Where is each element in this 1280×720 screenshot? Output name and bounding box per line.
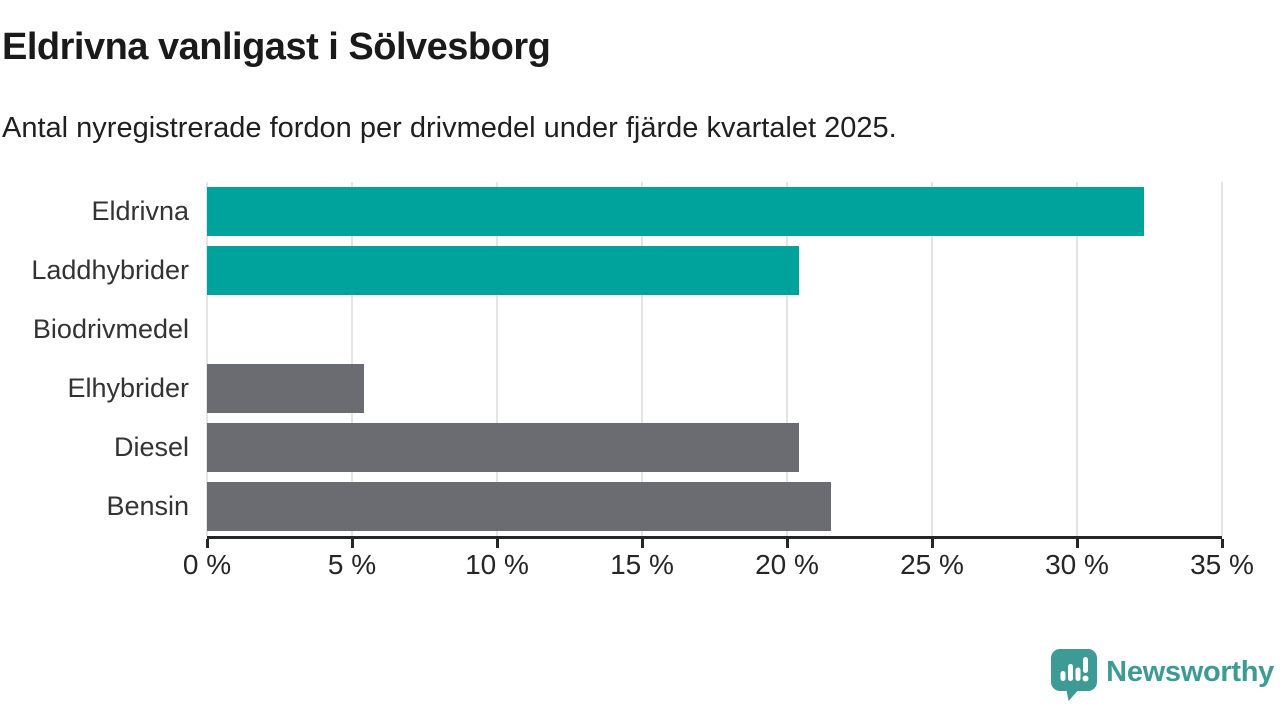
bar-track xyxy=(207,187,1222,236)
bar-row: Eldrivna xyxy=(0,182,1222,241)
gridline xyxy=(931,182,933,536)
x-axis-tick xyxy=(640,539,644,548)
newsworthy-logo: Newsworthy xyxy=(1051,649,1274,701)
bar-rows: Eldrivna Laddhybrider Biodrivmedel Elhybrid… xyxy=(0,182,1222,536)
category-label: Biodrivmedel xyxy=(32,314,189,344)
page-title: Eldrivna vanligast i Sölvesborg xyxy=(2,26,551,68)
category-label: Elhybrider xyxy=(67,373,189,403)
page-subtitle: Antal nyregistrerade fordon per drivmede… xyxy=(2,112,897,144)
bar-track xyxy=(207,305,1222,354)
bar-bensin xyxy=(207,482,831,531)
x-axis-tick-label: 10 % xyxy=(465,549,529,580)
x-axis-tick xyxy=(495,539,499,548)
gridline xyxy=(1221,182,1223,536)
x-axis-tick xyxy=(350,539,354,548)
bar-row: Diesel xyxy=(0,418,1222,477)
x-axis-tick xyxy=(785,539,789,548)
category-label: Diesel xyxy=(113,432,189,462)
x-axis-tick-label: 35 % xyxy=(1190,549,1254,580)
category-label: Bensin xyxy=(106,491,189,521)
bar-track xyxy=(207,246,1222,295)
x-axis-tick-label: 30 % xyxy=(1045,549,1109,580)
category-label: Eldrivna xyxy=(91,196,189,226)
gridline xyxy=(641,182,643,536)
bar-chart: Eldrivna Laddhybrider Biodrivmedel Elhybrid… xyxy=(0,182,1254,592)
x-axis-labels: 0 % 5 % 10 % 15 % 20 % 25 % 30 % 35 % xyxy=(183,549,1254,585)
x-axis-tick-label: 20 % xyxy=(755,549,819,580)
bar-eldrivna xyxy=(207,187,1144,236)
x-axis-tick xyxy=(205,539,209,548)
x-axis-tick xyxy=(1075,539,1079,548)
x-axis-tick-label: 15 % xyxy=(610,549,674,580)
bar-diesel xyxy=(207,423,799,472)
gridline xyxy=(1076,182,1078,536)
bar-row: Laddhybrider xyxy=(0,241,1222,300)
x-axis-tick-label: 0 % xyxy=(182,549,232,580)
newsworthy-wordmark: Newsworthy xyxy=(1106,655,1274,688)
bar-elhybrider xyxy=(207,364,364,413)
gridline xyxy=(786,182,788,536)
gridline xyxy=(206,182,208,536)
x-axis-tick-label: 5 % xyxy=(327,549,377,580)
bar-track xyxy=(207,423,1222,472)
gridline xyxy=(496,182,498,536)
bar-row: Biodrivmedel xyxy=(0,300,1222,359)
x-axis-tick xyxy=(1220,539,1224,548)
bar-track xyxy=(207,482,1222,531)
bar-row: Elhybrider xyxy=(0,359,1222,418)
bar-track xyxy=(207,364,1222,413)
bar-laddhybrider xyxy=(207,246,799,295)
bar-row: Bensin xyxy=(0,477,1222,536)
bar-chart-speech-bubble-icon xyxy=(1051,649,1098,701)
x-axis xyxy=(205,536,1224,551)
category-label: Laddhybrider xyxy=(31,255,189,285)
x-axis-tick xyxy=(930,539,934,548)
gridline xyxy=(351,182,353,536)
x-axis-tick-label: 25 % xyxy=(900,549,964,580)
plot-area xyxy=(206,182,1223,536)
